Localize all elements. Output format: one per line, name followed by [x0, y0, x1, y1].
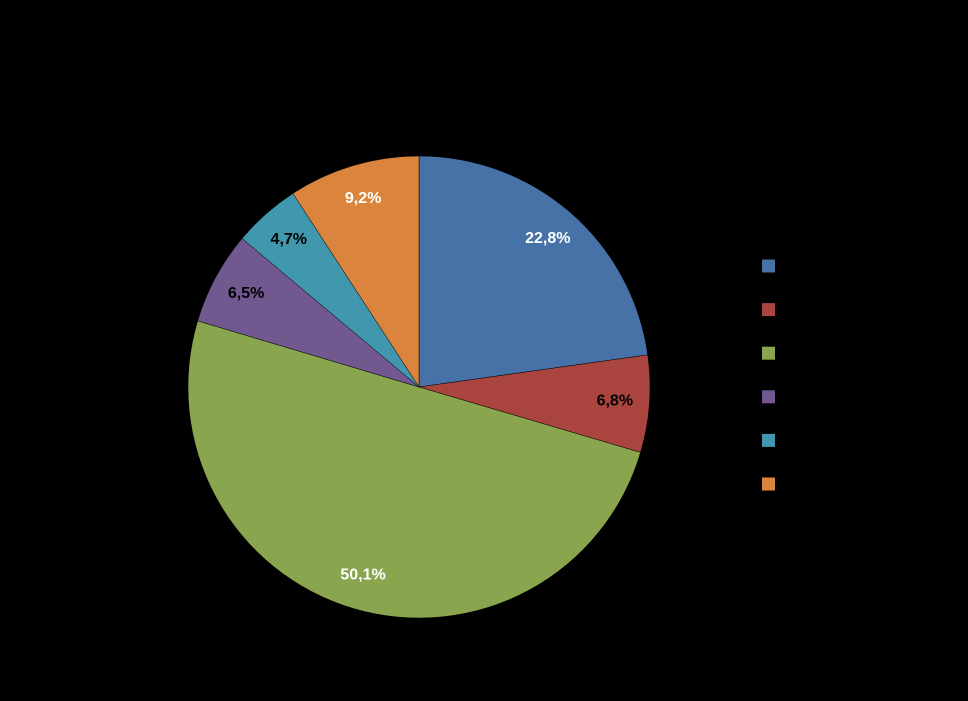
data-label: 6,5%: [228, 285, 264, 302]
legend-swatch: [762, 303, 775, 317]
legend-swatch: [762, 346, 775, 360]
legend-swatch: [762, 390, 775, 404]
data-label: 50,1%: [340, 566, 385, 583]
legend-swatch: [762, 477, 775, 491]
legend-swatch: [762, 259, 775, 273]
data-label: 4,7%: [271, 231, 307, 248]
pie-slice: [187, 320, 641, 619]
pie-slice: [292, 155, 420, 388]
pie-slice: [418, 155, 649, 388]
data-label: 6,8%: [597, 393, 633, 410]
data-label: 22,8%: [525, 230, 570, 247]
data-label: 9,2%: [345, 190, 381, 207]
legend-swatch: [762, 433, 775, 447]
